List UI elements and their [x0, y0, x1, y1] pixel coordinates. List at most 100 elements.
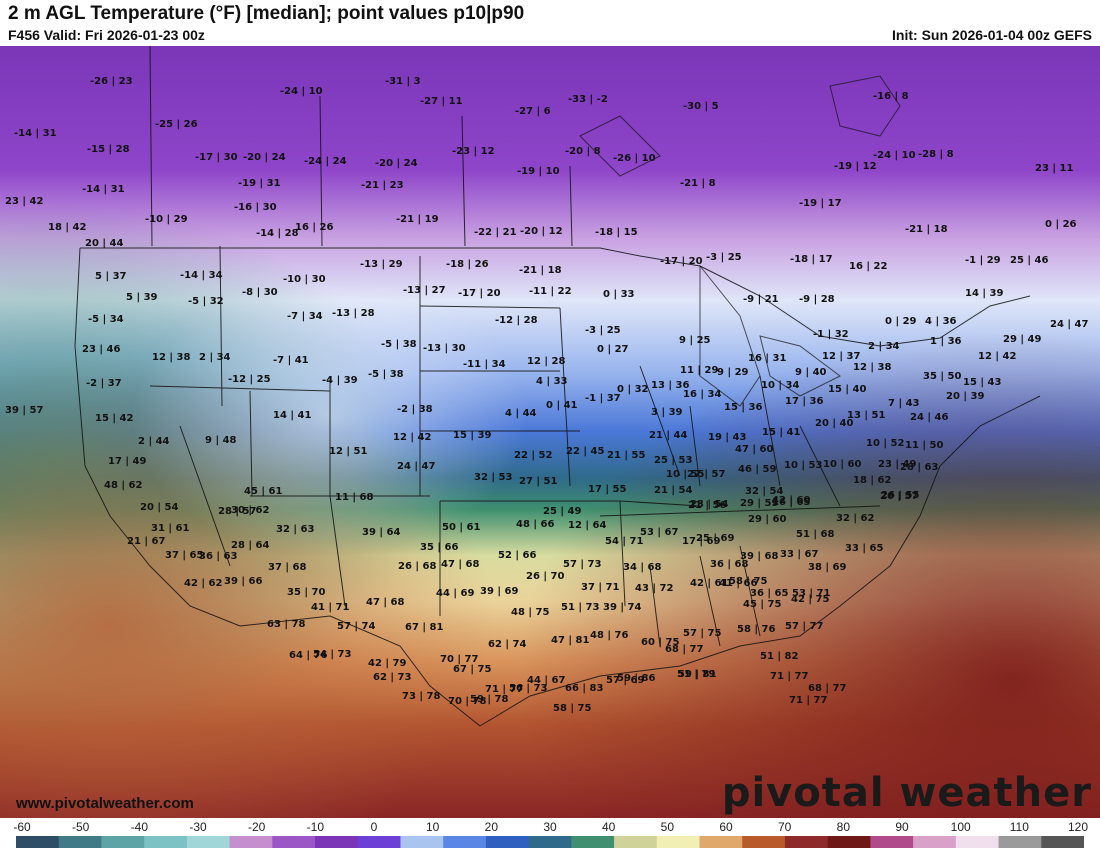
color-scale-segment [827, 836, 871, 848]
point-value-label: -13 | 27 [403, 285, 446, 296]
point-value-label: 25 | 53 [654, 455, 693, 466]
point-value-label: -15 | 28 [87, 144, 130, 155]
point-value-label: -19 | 17 [799, 198, 842, 209]
point-value-label: 43 | 72 [635, 583, 674, 594]
point-value-label: 24 | 47 [1050, 319, 1089, 330]
point-value-label: -14 | 34 [180, 270, 223, 281]
point-value-label: 39 | 66 [224, 576, 263, 587]
point-value-label: -18 | 26 [446, 259, 489, 270]
point-value-label: 60 | 75 [641, 637, 680, 648]
color-scale-bar: -60 -50 -40 -30 -20 -10 0 10 20 30 40 50 60 70 80 90 100… [0, 818, 1100, 850]
point-value-label: 20 | 39 [946, 391, 985, 402]
point-value-label: 42 | 61 [690, 578, 729, 589]
point-value-label: 11 | 29 [680, 365, 719, 376]
color-scale-segment [186, 836, 231, 848]
point-value-label: 3 | 39 [651, 407, 683, 418]
point-value-label: 45 | 75 [743, 599, 782, 610]
point-value-label: 26 | 57 [880, 491, 919, 502]
point-value-label: 18 | 62 [853, 475, 892, 486]
point-value-label: 16 | 22 [849, 261, 888, 272]
point-value-label: 44 | 67 [527, 675, 566, 686]
point-value-label: -20 | 8 [565, 146, 601, 157]
point-value-label: -11 | 22 [529, 286, 572, 297]
point-value-label: 57 | 77 [785, 621, 824, 632]
point-value-label: 35 | 70 [287, 587, 326, 598]
color-scale-segment [784, 836, 829, 848]
temperature-map[interactable]: -26 | 23 -24 | 10 -31 | 3 -27 | 11 -27 | 6 -3… [0, 46, 1100, 818]
point-value-label: -14 | 31 [82, 184, 125, 195]
point-value-label: 70 | 77 [440, 654, 479, 665]
point-value-label: -26 | 10 [613, 153, 656, 164]
point-value-label: -24 | 10 [280, 86, 323, 97]
point-value-label: 57 | 73 [563, 559, 602, 570]
point-value-label: -21 | 8 [680, 178, 716, 189]
point-value-label: 59 | 81 [678, 669, 717, 680]
point-value-label: 17 | 49 [108, 456, 147, 467]
point-value-label: 32 | 63 [276, 524, 315, 535]
point-value-label: 42 | 60 [772, 495, 811, 506]
point-value-label: -27 | 6 [515, 106, 551, 117]
point-value-label: 51 | 68 [796, 529, 835, 540]
color-scale-segment [101, 836, 145, 848]
color-scale-tick-label: -60 [13, 820, 31, 834]
init-time-label: Init: Sun 2026-01-04 00z GEFS [892, 27, 1092, 43]
point-value-label: 23 | 49 [878, 459, 917, 470]
point-value-label: -30 | 5 [683, 101, 719, 112]
point-value-label: 15 | 41 [762, 427, 801, 438]
point-value-label: 22 | 45 [566, 446, 605, 457]
valid-time-label: F456 Valid: Fri 2026-01-23 00z [8, 27, 205, 43]
point-value-label: -19 | 10 [517, 166, 560, 177]
point-value-label: -14 | 31 [14, 128, 57, 139]
point-value-label: 30 | 62 [231, 505, 270, 516]
color-scale-segment [998, 836, 1042, 848]
point-value-label: 35 | 50 [923, 371, 962, 382]
point-value-label: 20 | 40 [815, 418, 854, 429]
point-value-label: 0 | 29 [885, 316, 917, 327]
point-value-label: 48 | 62 [104, 480, 143, 491]
point-value-label: 15 | 43 [963, 377, 1002, 388]
point-value-label: -5 | 38 [368, 369, 404, 380]
point-value-label: 9 | 29 [717, 367, 749, 378]
point-value-label: 42 | 79 [368, 658, 407, 669]
point-value-label: -13 | 29 [360, 259, 403, 270]
point-value-label: 68 | 77 [665, 644, 704, 655]
point-value-label: 5 | 39 [126, 292, 158, 303]
point-value-label: 33 | 67 [780, 549, 819, 560]
point-value-label: 57 | 75 [683, 628, 722, 639]
map-title: 2 m AGL Temperature (°F) [median]; point… [8, 3, 525, 24]
point-value-label: -12 | 28 [495, 315, 538, 326]
color-scale-tick-label: 100 [950, 820, 971, 834]
point-value-label: 42 | 62 [184, 578, 223, 589]
point-value-label: 32 | 62 [836, 513, 875, 524]
point-value-label: 51 | 73 [561, 602, 600, 613]
color-scale-tick-label: 50 [660, 820, 675, 834]
point-value-label: -14 | 28 [256, 228, 299, 239]
point-value-label: 57 | 69 [606, 675, 645, 686]
point-value-label: 39 | 68 [740, 551, 779, 562]
color-scale-tick-label: 20 [484, 820, 499, 834]
color-scale-tick-label: 110 [1009, 820, 1029, 834]
point-value-label: 39 | 57 [5, 405, 44, 416]
point-value-label: 24 | 46 [910, 412, 949, 423]
point-value-label: 31 | 61 [151, 523, 190, 534]
point-value-label: -18 | 17 [790, 254, 833, 265]
point-value-label: 0 | 33 [603, 289, 635, 300]
point-value-label: -19 | 31 [238, 178, 281, 189]
color-scale-tick-label: -40 [130, 820, 148, 834]
point-value-label: 20 | 54 [140, 502, 179, 513]
point-value-label: 0 | 41 [546, 400, 578, 411]
point-value-label: 29 | 59 [740, 498, 779, 509]
point-value-label: -17 | 20 [660, 256, 703, 267]
point-value-label: 36 | 68 [710, 559, 749, 570]
point-value-label: 52 | 66 [498, 550, 537, 561]
point-value-label: 16 | 65 [772, 497, 811, 508]
point-value-label: -13 | 28 [332, 308, 375, 319]
point-value-label: 73 | 78 [402, 691, 441, 702]
site-url[interactable]: www.pivotalweather.com [16, 795, 194, 812]
point-value-label: -24 | 24 [304, 156, 347, 167]
color-scale-tick-label: 120 [1067, 820, 1089, 834]
point-value-label: 12 | 42 [978, 351, 1017, 362]
point-value-label: 21 | 56 [688, 500, 727, 511]
point-value-label: -5 | 32 [188, 296, 224, 307]
point-value-label: -22 | 21 [474, 227, 517, 238]
